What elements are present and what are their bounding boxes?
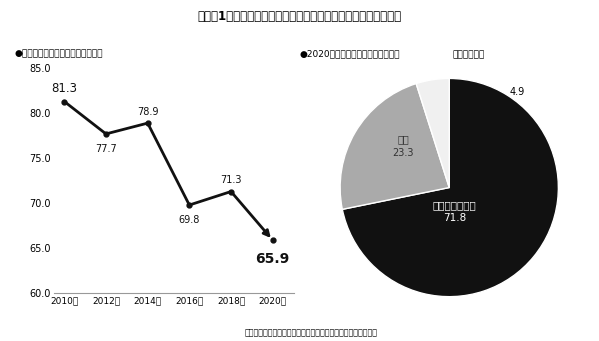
Text: 併用
23.3: 併用 23.3 bbox=[393, 134, 414, 158]
Text: 4.9: 4.9 bbox=[509, 87, 525, 97]
Text: （図表1）　【退職金制度の導入率の推移と退職金制度の種類】: （図表1） 【退職金制度の導入率の推移と退職金制度の種類】 bbox=[198, 10, 401, 23]
Wedge shape bbox=[416, 78, 449, 188]
Text: 69.8: 69.8 bbox=[179, 215, 200, 225]
Text: 71.3: 71.3 bbox=[220, 175, 242, 185]
Wedge shape bbox=[342, 78, 558, 297]
Text: 81.3: 81.3 bbox=[52, 82, 77, 95]
Text: 退職年金のみ: 退職年金のみ bbox=[453, 50, 485, 59]
Text: ●退職金制度の導入率の推移（％）: ●退職金制度の導入率の推移（％） bbox=[15, 49, 104, 58]
Wedge shape bbox=[340, 84, 449, 209]
Text: （出所：東京都産業労働局「中小企業の賃金・退職金事情」）: （出所：東京都産業労働局「中小企業の賃金・退職金事情」） bbox=[245, 329, 378, 338]
Text: 65.9: 65.9 bbox=[256, 252, 290, 266]
Text: 退職一時金のみ
71.8: 退職一時金のみ 71.8 bbox=[433, 200, 477, 223]
Text: ●2020年の退職金制度の種類（％）: ●2020年の退職金制度の種類（％） bbox=[300, 49, 400, 58]
Text: 77.7: 77.7 bbox=[95, 144, 117, 154]
Text: 78.9: 78.9 bbox=[137, 107, 158, 117]
